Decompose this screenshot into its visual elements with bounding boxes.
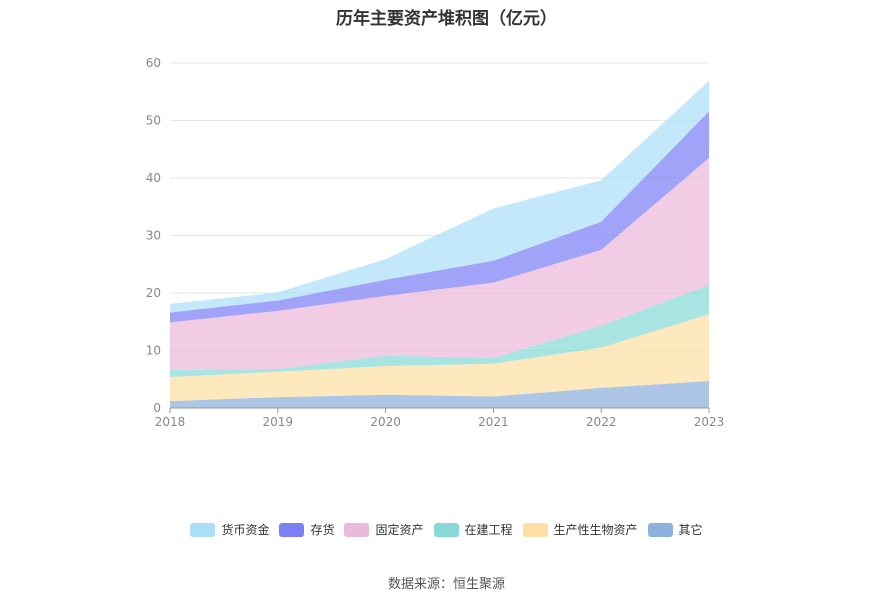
data-source-note: 数据来源：恒生聚源	[387, 577, 505, 592]
y-tick-label: 40	[146, 171, 161, 185]
legend-label: 在建工程	[464, 523, 513, 537]
y-tick-label: 20	[146, 286, 161, 300]
legend-item[interactable]: 存货	[279, 521, 334, 538]
area-series	[170, 314, 709, 402]
legend-swatch	[344, 522, 370, 537]
y-tick-label: 0	[153, 401, 161, 415]
legend-item[interactable]: 其它	[647, 521, 703, 538]
legend-label: 生产性生物资产	[553, 523, 638, 537]
chart-title: 历年主要资产堆积图（亿元）	[336, 9, 557, 29]
area-series	[170, 80, 709, 313]
x-tick-label: 2021	[478, 415, 509, 429]
legend-label: 其它	[678, 523, 703, 537]
legend-label: 固定资产	[375, 523, 424, 537]
chart-legend: 货币资金 存货 固定资产 在建工程 生产性生物资产 其它	[0, 521, 893, 538]
legend-item[interactable]: 货币资金	[190, 521, 269, 538]
area-series	[170, 157, 709, 371]
y-tick-label: 10	[146, 344, 161, 358]
x-tick-label: 2020	[370, 415, 401, 429]
legend-item[interactable]: 固定资产	[344, 521, 424, 538]
legend-swatch	[647, 522, 673, 537]
area-series	[170, 111, 709, 323]
legend-item[interactable]: 在建工程	[433, 521, 513, 538]
x-tick-label: 2023	[694, 415, 725, 429]
area-series	[170, 284, 709, 377]
legend-swatch	[279, 522, 305, 537]
x-tick-label: 2019	[263, 415, 294, 429]
y-tick-label: 60	[146, 56, 161, 70]
legend-item[interactable]: 生产性生物资产	[522, 521, 638, 538]
legend-swatch	[522, 522, 548, 537]
x-tick-label: 2022	[586, 415, 617, 429]
y-tick-label: 50	[146, 114, 161, 128]
area-series	[170, 380, 709, 408]
x-tick-label: 2018	[155, 415, 186, 429]
legend-label: 存货	[310, 523, 335, 537]
legend-label: 货币资金	[221, 523, 270, 537]
legend-swatch	[190, 522, 216, 537]
y-tick-label: 30	[146, 229, 161, 243]
legend-swatch	[433, 522, 459, 537]
